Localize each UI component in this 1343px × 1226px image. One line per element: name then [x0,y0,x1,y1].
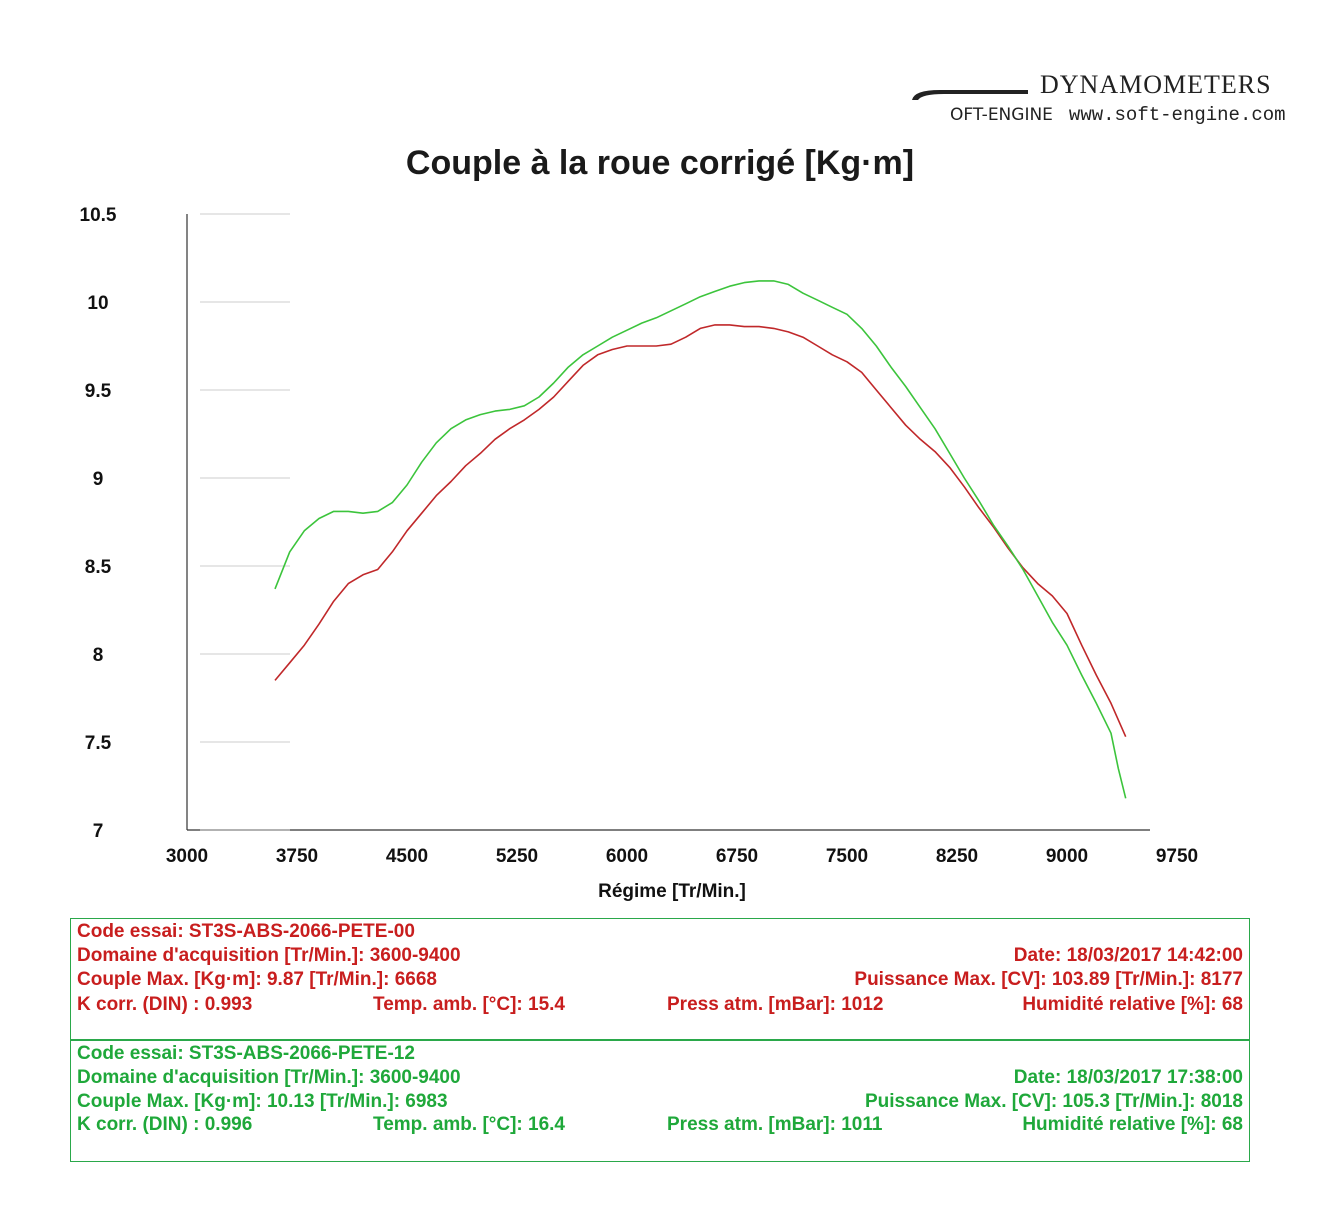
run2-couple-max: Couple Max. [Kg·m]: 10.13 [Tr/Min.]: 698… [77,1091,448,1112]
x-axis-label: Régime [Tr/Min.] [598,881,746,902]
y-tick-label: 10 [87,293,108,314]
y-tick-label: 10.5 [80,205,117,226]
run-info-box-2: Code essai: ST3S-ABS-2066-PETE-12 Domain… [70,1040,1250,1162]
run-info-box-1: Code essai: ST3S-ABS-2066-PETE-00 Domain… [70,918,1250,1040]
x-tick-label: 7500 [826,846,868,867]
x-tick-label: 6750 [716,846,758,867]
run1-humidity: Humidité relative [%]: 68 [1022,994,1243,1015]
brand-name: DYNAMOMETERS [1040,70,1272,99]
y-tick-label: 9.5 [85,381,112,402]
chart-series [274,280,1127,799]
run2-kcorr: K corr. (DIN) : 0.996 [77,1114,253,1135]
run1-pressure: Press atm. [mBar]: 1012 [667,994,884,1015]
run1-code: Code essai: ST3S-ABS-2066-PETE-00 [77,921,415,942]
y-tick-label: 7 [93,821,104,842]
torque-chart: 10.5 10 9.5 9 8.5 8 7.5 7 3000 3750 4500 5250 6000 6… [80,205,1199,902]
run1-date: Date: 18/03/2017 14:42:00 [1013,945,1243,966]
run1-couple-max: Couple Max. [Kg·m]: 9.87 [Tr/Min.]: 6668 [77,969,437,990]
x-tick-label: 9000 [1046,846,1088,867]
chart-axes [186,213,1150,831]
brand-logo-text: OFT-ENGINE [950,105,1053,125]
run1-temp: Temp. amb. [°C]: 15.4 [373,994,566,1015]
run2-code: Code essai: ST3S-ABS-2066-PETE-12 [77,1043,415,1064]
run2-domain: Domaine d'acquisition [Tr/Min.]: 3600-94… [77,1067,461,1088]
x-tick-labels: 3000 3750 4500 5250 6000 6750 7500 8250 9000 9750 [166,846,1198,867]
x-tick-label: 8250 [936,846,978,867]
run1-kcorr: K corr. (DIN) : 0.993 [77,994,253,1015]
series-line-2 [274,280,1127,799]
run1-domain: Domaine d'acquisition [Tr/Min.]: 3600-94… [77,945,461,966]
y-tick-label: 8.5 [85,557,112,578]
x-tick-label: 3000 [166,846,208,867]
y-tick-label: 7.5 [85,733,112,754]
brand-header: DYNAMOMETERS OFT-ENGINE www.soft-engine.c… [900,60,1300,140]
brand-website: www.soft-engine.com [1068,104,1286,126]
x-tick-label: 4500 [386,846,428,867]
brand-swoosh-icon [912,90,1028,100]
run1-power-max: Puissance Max. [CV]: 103.89 [Tr/Min.]: 8… [854,969,1243,990]
brand-subline: OFT-ENGINE www.soft-engine.com [950,104,1286,126]
x-tick-label: 3750 [276,846,318,867]
y-tick-labels: 10.5 10 9.5 9 8.5 8 7.5 7 [80,205,117,842]
x-tick-label: 9750 [1156,846,1198,867]
series-line-1 [274,324,1127,738]
y-tick-label: 9 [93,469,104,490]
run2-humidity: Humidité relative [%]: 68 [1022,1114,1243,1135]
run2-date: Date: 18/03/2017 17:38:00 [1013,1067,1243,1088]
run2-power-max: Puissance Max. [CV]: 105.3 [Tr/Min.]: 80… [864,1091,1243,1112]
chart-title: Couple à la roue corrigé [Kg·m] [405,144,915,182]
x-tick-label: 6000 [606,846,648,867]
run2-temp: Temp. amb. [°C]: 16.4 [373,1114,566,1135]
y-tick-label: 8 [93,645,104,666]
run2-pressure: Press atm. [mBar]: 1011 [667,1114,883,1135]
x-tick-label: 5250 [496,846,538,867]
